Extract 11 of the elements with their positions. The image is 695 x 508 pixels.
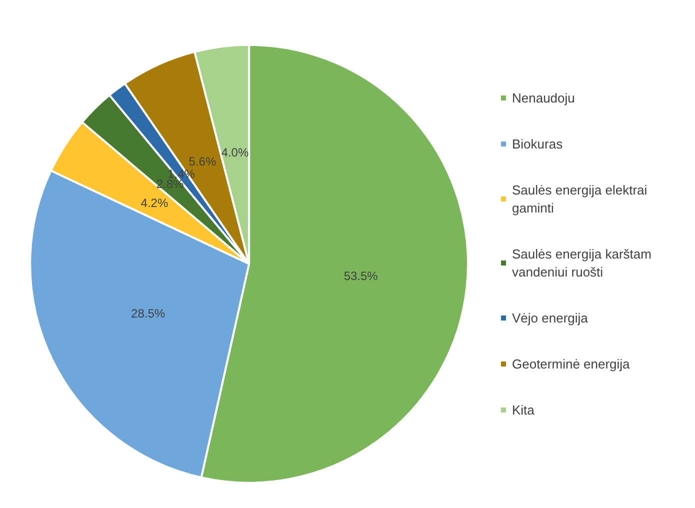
data-label: 28.5% bbox=[131, 306, 166, 320]
data-label: 4.2% bbox=[140, 196, 168, 210]
legend-label: Saulės energija karštam vandeniui ruošti bbox=[512, 246, 656, 280]
data-label: 5.6% bbox=[188, 154, 216, 168]
legend-label: Saulės energija elektrai gaminti bbox=[512, 182, 651, 216]
legend-label: Vėjo energija bbox=[512, 310, 589, 326]
legend-label: Geoterminė energija bbox=[512, 356, 631, 372]
legend-label: Nenaudoju bbox=[512, 90, 575, 106]
legend-label: Biokuras bbox=[512, 136, 564, 152]
data-label: 53.5% bbox=[344, 269, 378, 284]
legend-label: Kita bbox=[512, 402, 536, 418]
